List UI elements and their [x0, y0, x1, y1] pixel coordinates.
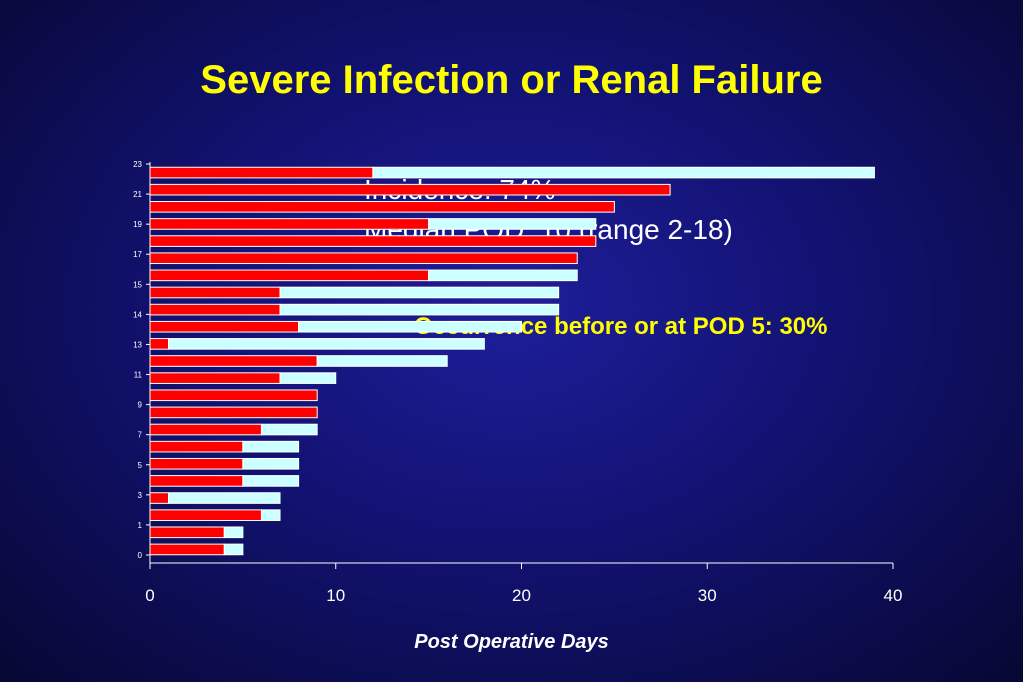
- bar-event: [149, 320, 300, 333]
- bar-event: [149, 201, 615, 213]
- bar-event: [149, 372, 281, 384]
- bar-event: [149, 355, 318, 367]
- y-tick-label: 1: [138, 521, 143, 530]
- bar-event: [149, 475, 244, 487]
- bar-event: [149, 183, 671, 196]
- bar-event: [149, 440, 244, 453]
- bar-remaining: [428, 218, 597, 230]
- y-tick-label: 21: [133, 190, 142, 199]
- x-tick-label: 40: [884, 586, 903, 605]
- bar-event: [149, 457, 244, 470]
- bar-remaining: [279, 286, 560, 299]
- bar-remaining: [242, 457, 300, 470]
- x-axis-label: Post Operative Days: [414, 631, 609, 653]
- bar-remaining: [223, 526, 244, 539]
- bar-event: [149, 423, 262, 436]
- bar-event: [149, 286, 281, 299]
- y-tick-label: 17: [133, 250, 142, 259]
- bar-event: [149, 406, 318, 419]
- y-tick-label: 9: [138, 401, 143, 410]
- y-tick-label: 11: [134, 371, 143, 380]
- bar-event: [149, 303, 281, 316]
- slide-title: Severe Infection or Renal Failure: [200, 58, 823, 102]
- bar-event: [149, 166, 374, 179]
- bar-remaining: [316, 355, 448, 367]
- bar-remaining: [428, 269, 578, 282]
- bar-remaining: [260, 509, 281, 521]
- bar-remaining: [372, 166, 875, 179]
- y-tick-label: 14: [133, 310, 142, 319]
- x-tick-label: 10: [326, 586, 345, 605]
- bar-event: [149, 543, 225, 556]
- bar-remaining: [242, 475, 300, 487]
- bar-event: [149, 389, 318, 402]
- bar-event: [149, 526, 225, 539]
- x-tick-label: 0: [145, 586, 154, 605]
- x-tick-label: 20: [512, 586, 531, 605]
- bar-remaining: [260, 423, 318, 436]
- y-tick-label: 3: [138, 491, 143, 500]
- y-tick-label: 13: [133, 340, 142, 349]
- bar-remaining: [168, 338, 485, 350]
- bar-event: [149, 218, 430, 230]
- bar-remaining: [298, 320, 522, 333]
- bar-remaining: [168, 492, 281, 504]
- bar-remaining: [223, 543, 244, 556]
- bar-event: [149, 252, 578, 265]
- bar-event: [149, 235, 597, 247]
- y-tick-label: 15: [133, 280, 142, 289]
- bar-event: [149, 269, 430, 282]
- y-tick-label: 5: [138, 461, 143, 470]
- y-tick-label: 19: [133, 220, 142, 229]
- x-tick-label: 30: [698, 586, 717, 605]
- bar-event: [149, 338, 170, 350]
- bar-event: [149, 509, 262, 521]
- bar-remaining: [242, 440, 300, 453]
- bar-event: [149, 492, 170, 504]
- y-tick-label: 7: [138, 431, 143, 440]
- bar-remaining: [279, 303, 560, 316]
- y-tick-label: 0: [138, 551, 143, 560]
- bar-remaining: [279, 372, 337, 384]
- y-tick-label: 23: [133, 160, 142, 169]
